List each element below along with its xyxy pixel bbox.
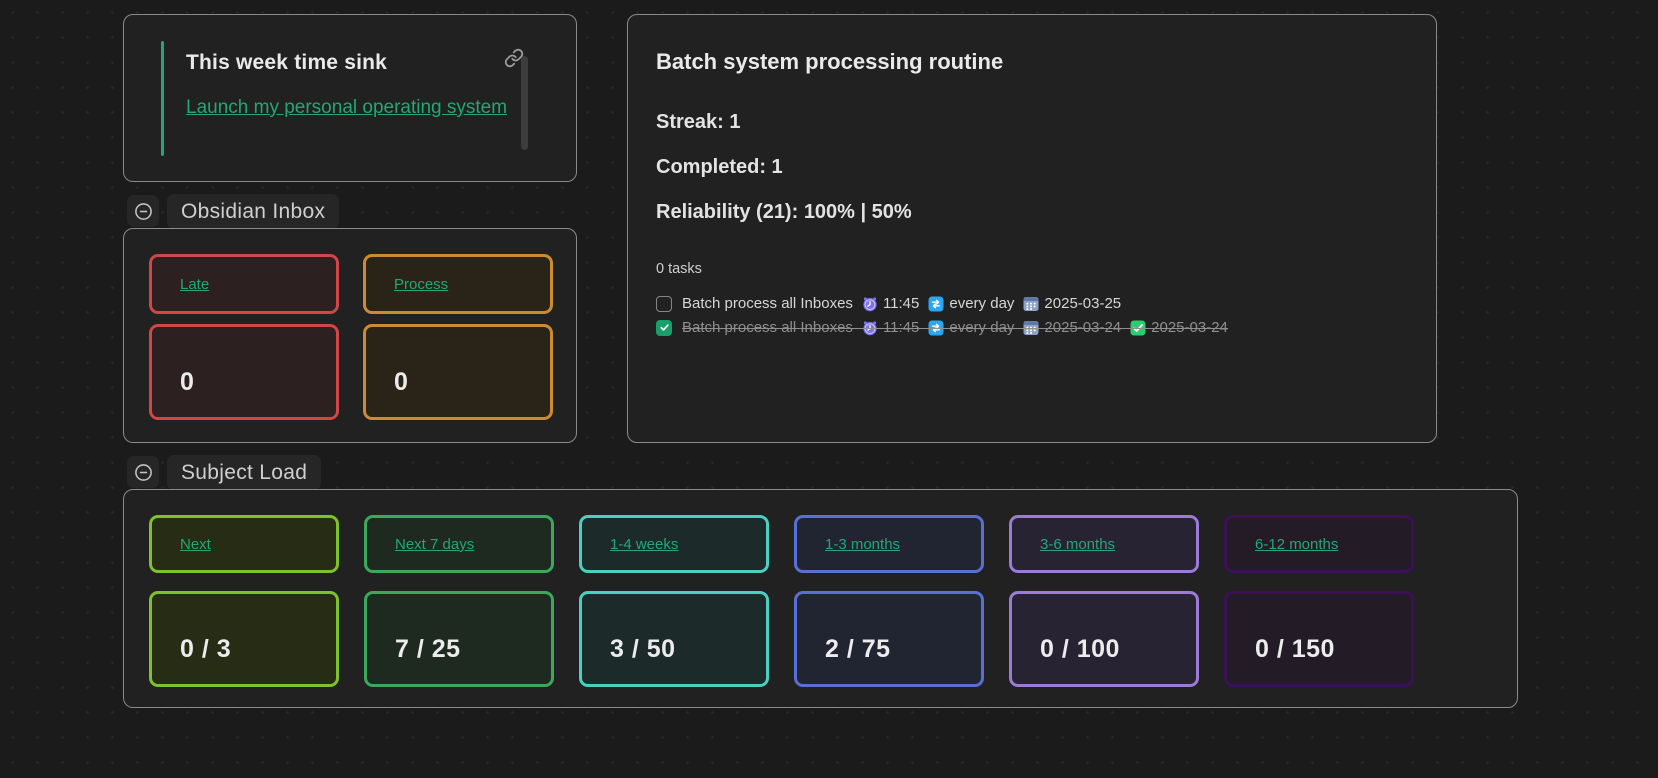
task-time: 11:45 — [882, 295, 920, 312]
task-content: Batch process all Inboxes 11:45 every da… — [682, 319, 1228, 336]
inbox-section-title: Obsidian Inbox — [167, 194, 340, 229]
subject-count-1-4-weeks: 3 / 50 — [579, 591, 769, 687]
inbox-process-link[interactable]: Process — [394, 275, 449, 293]
task-text: Batch process all Inboxes — [682, 295, 853, 312]
task-time: 11:45 — [882, 319, 920, 336]
subject-count-3-6-months: 0 / 100 — [1009, 591, 1199, 687]
clock-icon — [863, 296, 877, 311]
subject-card-1-3-months: 1-3 months — [794, 515, 984, 573]
calendar-icon — [1023, 296, 1039, 311]
circle-minus-icon — [134, 463, 152, 481]
repeat-icon — [928, 296, 944, 311]
routine-card: Batch system processing routine Streak: … — [627, 14, 1437, 443]
inbox-process-count-card: 0 — [363, 324, 553, 420]
subject-link-1-4-weeks[interactable]: 1-4 weeks — [610, 535, 679, 553]
check-icon — [659, 324, 669, 331]
task-row: Batch process all Inboxes 11:45 every da… — [656, 295, 1121, 312]
streak-stat: Streak: 1 — [656, 111, 741, 133]
subject-count-next: 0 / 3 — [149, 591, 339, 687]
subject-count-next-7-days: 7 / 25 — [364, 591, 554, 687]
subject-card-6-12-months: 6-12 months — [1224, 515, 1414, 573]
task-done-date: 2025-03-24 — [1151, 319, 1228, 336]
subject-load-section-title: Subject Load — [167, 455, 322, 490]
inbox-process-count: 0 — [394, 368, 409, 396]
task-recurrence: every day — [949, 295, 1015, 312]
subject-link-6-12-months[interactable]: 6-12 months — [1255, 535, 1339, 553]
task-due-date: 2025-03-24 — [1044, 319, 1122, 336]
embed-accent-line — [161, 41, 164, 156]
inbox-late-card: Late — [149, 254, 339, 314]
task-checkbox[interactable] — [656, 295, 672, 312]
completed-stat: Completed: 1 — [656, 156, 783, 178]
subject-card-3-6-months: 3-6 months — [1009, 515, 1199, 573]
circle-minus-icon — [134, 202, 152, 220]
task-checkbox-checked[interactable] — [656, 319, 672, 336]
inbox-container: Late Process 0 0 — [123, 228, 577, 443]
repeat-icon — [928, 320, 944, 335]
subject-card-1-4-weeks: 1-4 weeks — [579, 515, 769, 573]
task-due-date: 2025-03-25 — [1044, 295, 1122, 312]
subject-load-container: Next Next 7 days 1-4 weeks 1-3 months 3-… — [123, 489, 1518, 708]
time-sink-card: This week time sink Launch my personal o… — [123, 14, 577, 182]
inbox-late-count-card: 0 — [149, 324, 339, 420]
task-row-completed: Batch process all Inboxes 11:45 every da… — [656, 319, 1228, 336]
time-sink-title: This week time sink — [186, 51, 388, 74]
calendar-icon — [1023, 320, 1039, 335]
subject-count-value: 0 / 3 — [180, 635, 232, 663]
inbox-late-count: 0 — [180, 368, 195, 396]
task-count-label: 0 tasks — [656, 261, 702, 277]
subject-link-next[interactable]: Next — [180, 535, 211, 553]
inbox-process-card: Process — [363, 254, 553, 314]
subject-count-value: 7 / 25 — [395, 635, 461, 663]
subject-count-value: 0 / 150 — [1255, 635, 1335, 663]
subject-count-6-12-months: 0 / 150 — [1224, 591, 1414, 687]
task-recurrence: every day — [949, 319, 1015, 336]
card-scrollbar-thumb[interactable] — [521, 56, 528, 150]
subject-link-next-7-days[interactable]: Next 7 days — [395, 535, 475, 553]
task-content: Batch process all Inboxes 11:45 every da… — [682, 295, 1121, 312]
subject-count-value: 0 / 100 — [1040, 635, 1120, 663]
subject-link-3-6-months[interactable]: 3-6 months — [1040, 535, 1116, 553]
subject-count-value: 3 / 50 — [610, 635, 676, 663]
subject-link-1-3-months[interactable]: 1-3 months — [825, 535, 901, 553]
subject-card-next: Next — [149, 515, 339, 573]
done-check-icon — [1130, 320, 1146, 335]
reliability-stat: Reliability (21): 100% | 50% — [656, 201, 912, 223]
subject-load-collapse-button[interactable] — [127, 456, 159, 488]
subject-card-next-7-days: Next 7 days — [364, 515, 554, 573]
subject-count-1-3-months: 2 / 75 — [794, 591, 984, 687]
clock-icon — [863, 320, 877, 335]
personal-os-link[interactable]: Launch my personal operating system — [186, 97, 508, 118]
inbox-collapse-button[interactable] — [127, 195, 159, 227]
task-text: Batch process all Inboxes — [682, 319, 853, 336]
routine-title: Batch system processing routine — [656, 49, 1004, 74]
inbox-late-link[interactable]: Late — [180, 275, 210, 293]
subject-count-value: 2 / 75 — [825, 635, 891, 663]
